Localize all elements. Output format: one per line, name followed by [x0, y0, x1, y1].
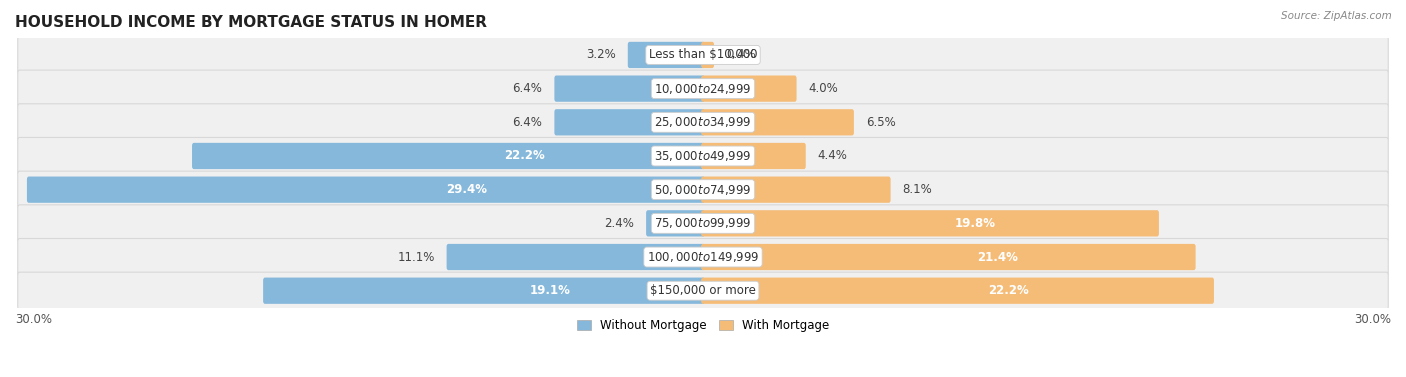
- FancyBboxPatch shape: [18, 205, 1388, 242]
- FancyBboxPatch shape: [18, 272, 1388, 309]
- FancyBboxPatch shape: [18, 171, 1388, 208]
- FancyBboxPatch shape: [193, 143, 704, 169]
- Text: $25,000 to $34,999: $25,000 to $34,999: [654, 115, 752, 129]
- FancyBboxPatch shape: [702, 42, 714, 68]
- FancyBboxPatch shape: [702, 176, 890, 203]
- Text: $75,000 to $99,999: $75,000 to $99,999: [654, 216, 752, 230]
- Text: 22.2%: 22.2%: [505, 150, 546, 162]
- FancyBboxPatch shape: [27, 176, 704, 203]
- FancyBboxPatch shape: [18, 239, 1388, 276]
- FancyBboxPatch shape: [702, 244, 1195, 270]
- Text: 8.1%: 8.1%: [903, 183, 932, 196]
- FancyBboxPatch shape: [647, 210, 704, 236]
- FancyBboxPatch shape: [18, 104, 1388, 141]
- FancyBboxPatch shape: [627, 42, 704, 68]
- Text: 3.2%: 3.2%: [586, 49, 616, 61]
- Text: 30.0%: 30.0%: [1354, 313, 1391, 326]
- Text: $50,000 to $74,999: $50,000 to $74,999: [654, 183, 752, 197]
- Legend: Without Mortgage, With Mortgage: Without Mortgage, With Mortgage: [572, 314, 834, 337]
- Text: 6.4%: 6.4%: [513, 82, 543, 95]
- Text: $100,000 to $149,999: $100,000 to $149,999: [647, 250, 759, 264]
- Text: 2.4%: 2.4%: [605, 217, 634, 230]
- Text: 19.1%: 19.1%: [529, 284, 569, 297]
- FancyBboxPatch shape: [702, 143, 806, 169]
- FancyBboxPatch shape: [702, 277, 1213, 304]
- Text: 0.4%: 0.4%: [725, 49, 755, 61]
- FancyBboxPatch shape: [554, 109, 704, 135]
- FancyBboxPatch shape: [554, 75, 704, 102]
- FancyBboxPatch shape: [18, 70, 1388, 107]
- FancyBboxPatch shape: [18, 138, 1388, 175]
- Text: 11.1%: 11.1%: [398, 251, 434, 264]
- Text: 29.4%: 29.4%: [447, 183, 488, 196]
- Text: 22.2%: 22.2%: [988, 284, 1029, 297]
- FancyBboxPatch shape: [702, 210, 1159, 236]
- Text: Less than $10,000: Less than $10,000: [648, 49, 758, 61]
- Text: $35,000 to $49,999: $35,000 to $49,999: [654, 149, 752, 163]
- Text: $10,000 to $24,999: $10,000 to $24,999: [654, 82, 752, 96]
- FancyBboxPatch shape: [18, 37, 1388, 74]
- Text: $150,000 or more: $150,000 or more: [650, 284, 756, 297]
- Text: 4.0%: 4.0%: [808, 82, 838, 95]
- FancyBboxPatch shape: [702, 75, 797, 102]
- Text: HOUSEHOLD INCOME BY MORTGAGE STATUS IN HOMER: HOUSEHOLD INCOME BY MORTGAGE STATUS IN H…: [15, 15, 486, 30]
- Text: Source: ZipAtlas.com: Source: ZipAtlas.com: [1281, 11, 1392, 21]
- Text: 6.5%: 6.5%: [866, 116, 896, 129]
- FancyBboxPatch shape: [702, 109, 853, 135]
- Text: 19.8%: 19.8%: [955, 217, 995, 230]
- Text: 30.0%: 30.0%: [15, 313, 52, 326]
- FancyBboxPatch shape: [263, 277, 704, 304]
- FancyBboxPatch shape: [447, 244, 704, 270]
- Text: 6.4%: 6.4%: [513, 116, 543, 129]
- Text: 21.4%: 21.4%: [977, 251, 1018, 264]
- Text: 4.4%: 4.4%: [818, 150, 848, 162]
